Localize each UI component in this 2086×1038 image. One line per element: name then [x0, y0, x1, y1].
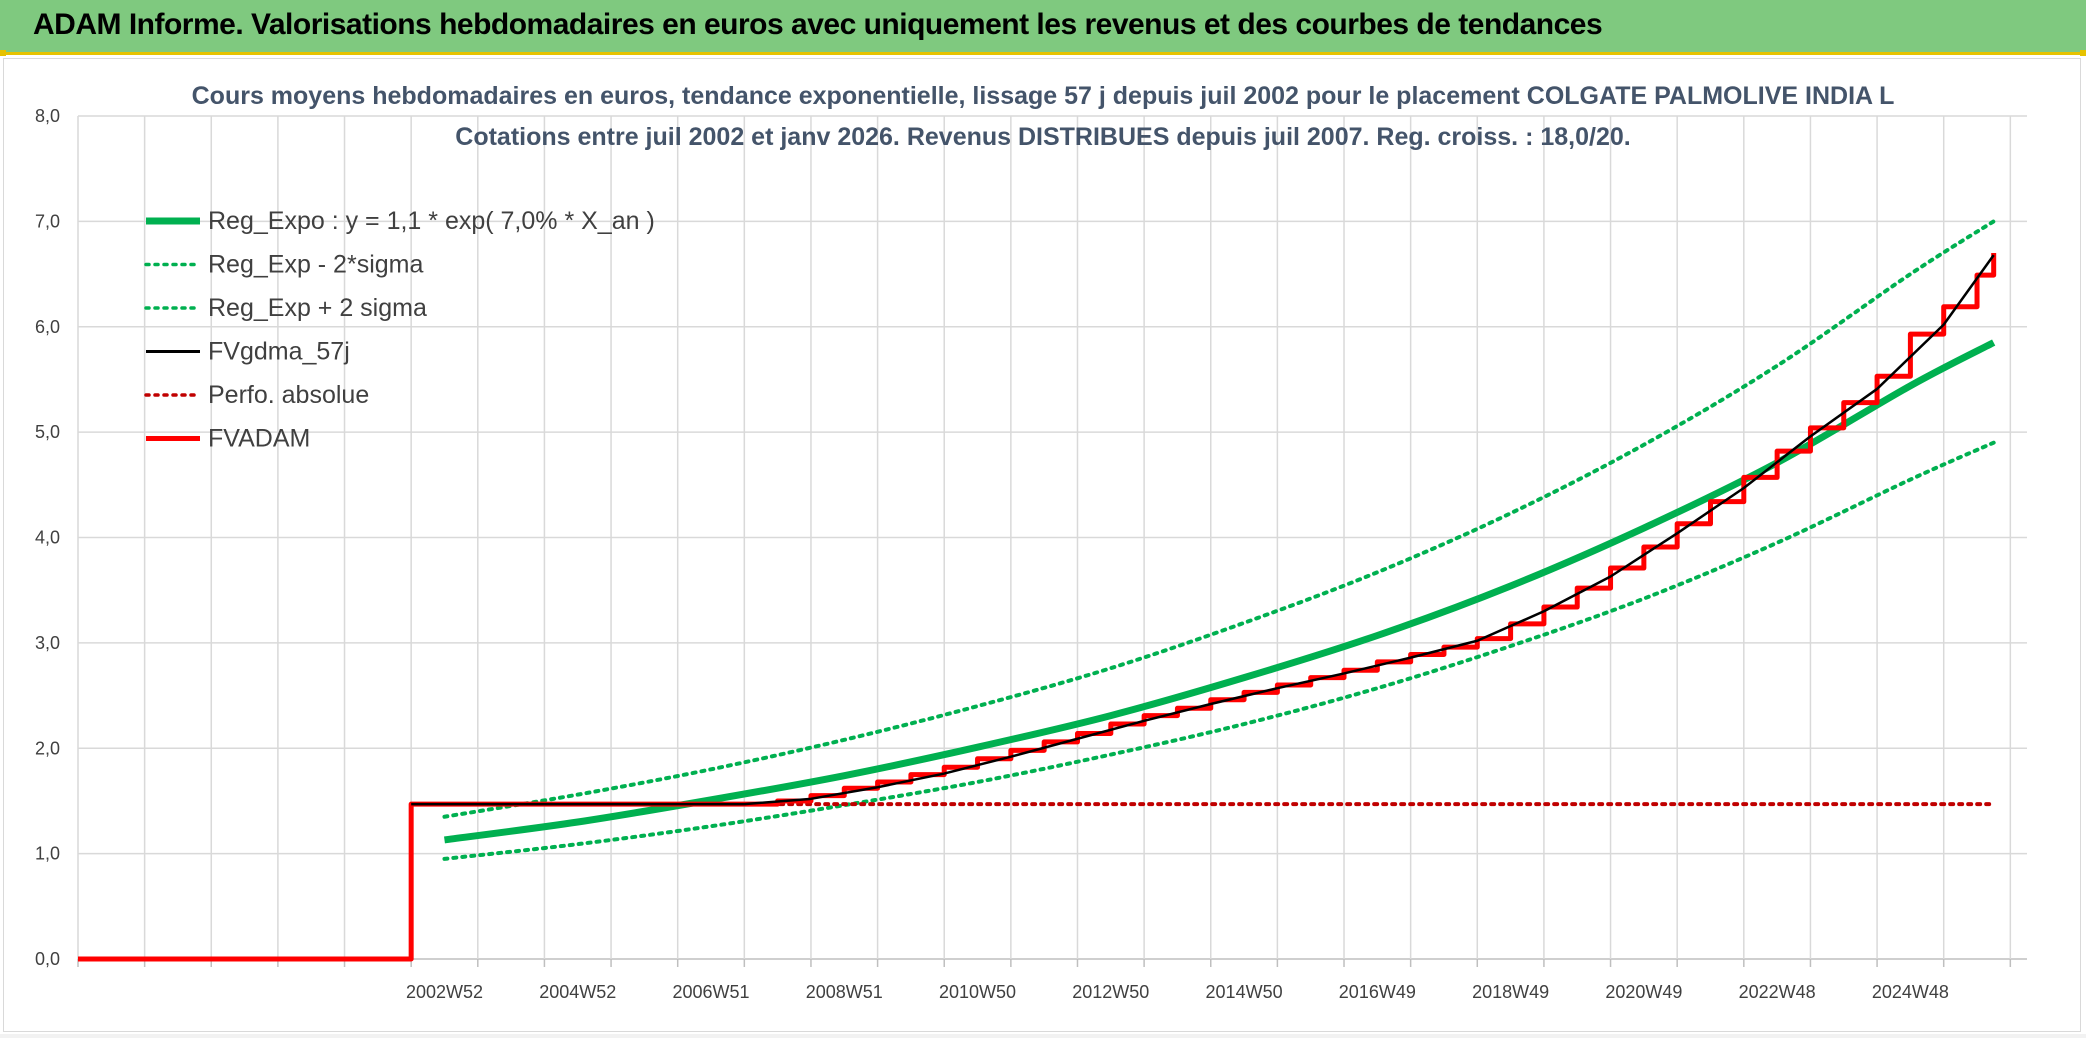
x-tick-label: 2022W48 — [1739, 982, 1816, 1002]
legend-label-1: Reg_Exp - 2*sigma — [208, 251, 423, 279]
header-corner-left — [0, 50, 6, 56]
legend-label-0: Reg_Expo : y = 1,1 * exp( 7,0% * X_an ) — [208, 207, 655, 235]
x-tick-label: 2006W51 — [672, 982, 749, 1002]
chart-subtitle: Cotations entre juil 2002 et janv 2026. … — [455, 123, 1631, 151]
x-tick-label: 2012W50 — [1072, 982, 1149, 1002]
y-tick-label: 3,0 — [35, 633, 60, 653]
y-tick-label: 0,0 — [35, 949, 60, 969]
legend-label-2: Reg_Exp + 2 sigma — [208, 294, 427, 322]
x-tick-label: 2010W50 — [939, 982, 1016, 1002]
header-bar: ADAM Informe. Valorisations hebdomadaire… — [0, 0, 2086, 55]
y-tick-label: 5,0 — [35, 422, 60, 442]
y-tick-label: 6,0 — [35, 317, 60, 337]
legend-label-4: Perfo. absolue — [208, 381, 369, 409]
x-tick-label: 2016W49 — [1339, 982, 1416, 1002]
y-tick-label: 8,0 — [35, 106, 60, 126]
x-tick-label: 2002W52 — [406, 982, 483, 1002]
x-tick-label: 2018W49 — [1472, 982, 1549, 1002]
y-tick-label: 1,0 — [35, 844, 60, 864]
series-line-0 — [444, 339, 1996, 844]
legend-label-3: FVgdma_57j — [208, 338, 350, 366]
x-tick-label: 2024W48 — [1872, 982, 1949, 1002]
series-line-2 — [442, 219, 1996, 819]
legend: Reg_Expo : y = 1,1 * exp( 7,0% * X_an ) R… — [144, 207, 655, 453]
y-tick-label: 2,0 — [35, 738, 60, 758]
x-tick-label: 2008W51 — [806, 982, 883, 1002]
y-tick-label: 7,0 — [35, 211, 60, 231]
axis-layer: 0,0 1,0 2,0 3,0 4,0 5,0 6,0 7,0 8,0 2002W52 2004W5… — [35, 106, 2012, 1002]
series-layer — [78, 219, 1997, 962]
chart-frame — [3, 58, 2081, 1032]
x-tick-label: 2020W49 — [1605, 982, 1682, 1002]
chart-title: Cours moyens hebdomadaires en euros, ten… — [191, 82, 1895, 110]
page-title: ADAM Informe. Valorisations hebdomadaire… — [33, 8, 1603, 41]
grid-layer — [77, 115, 2027, 960]
series-line-1 — [442, 440, 1996, 861]
x-tick-label: 2014W50 — [1206, 982, 1283, 1002]
x-tick-label: 2004W52 — [539, 982, 616, 1002]
bottom-strip — [0, 1034, 2086, 1038]
header-corner-right — [2080, 50, 2086, 56]
series-line-3 — [411, 254, 1995, 806]
y-tick-label: 4,0 — [35, 528, 60, 548]
legend-label-5: FVADAM — [208, 425, 310, 453]
